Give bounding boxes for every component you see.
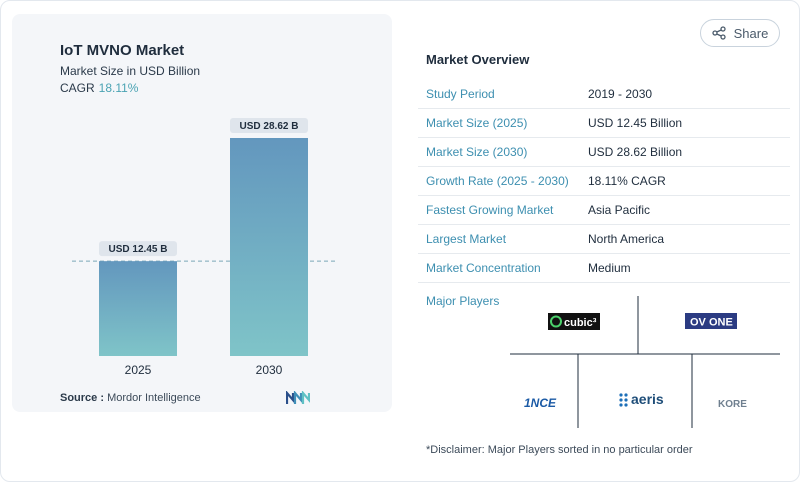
overview-value: USD 12.45 Billion — [588, 116, 683, 130]
overview-row: Study Period 2019 - 2030 — [418, 80, 790, 109]
bar-2025 — [99, 261, 177, 356]
share-label: Share — [733, 25, 769, 41]
data-label: USD 28.62 B — [240, 121, 299, 132]
share-icon — [711, 26, 726, 40]
data-label-bg — [99, 241, 177, 257]
chart-card — [12, 14, 392, 412]
x-tick-label: 2030 — [256, 363, 283, 377]
overview-value: 18.11% CAGR — [588, 174, 666, 188]
overview-row: Market Size (2030) USD 28.62 Billion — [418, 138, 790, 167]
overview-table: Study Period 2019 - 2030 Market Size (2025… — [418, 80, 790, 283]
aeris-logo: aeris — [619, 391, 664, 407]
cubic-logo-text: cubic³ — [564, 317, 597, 329]
overview-key: Market Size (2030) — [426, 145, 528, 159]
overview-key: Largest Market — [426, 232, 507, 246]
cagr-label: CAGR — [60, 81, 95, 95]
major-players-grid: cubic³ OV ONE 1NCE aeris KORE — [510, 296, 780, 428]
kore-logo-text: KORE — [718, 399, 747, 410]
overview-title: Market Overview — [426, 52, 530, 67]
data-label: USD 12.45 B — [109, 244, 168, 255]
cubic-logo: cubic³ — [548, 313, 600, 330]
overview-row: Market Concentration Medium — [418, 254, 790, 283]
overview-row: Largest Market North America — [418, 225, 790, 254]
ovone-logo-text: OV ONE — [690, 317, 733, 329]
overview-row: Growth Rate (2025 - 2030) 18.11% CAGR — [418, 167, 790, 196]
overview-key: Fastest Growing Market — [426, 203, 554, 217]
x-tick-label: 2025 — [125, 363, 152, 377]
chart-title: IoT MVNO Market — [60, 42, 185, 59]
overview-key: Growth Rate (2025 - 2030) — [426, 174, 569, 188]
kore-logo: KORE — [718, 399, 747, 410]
overview-row: Market Size (2025) USD 12.45 Billion — [418, 109, 790, 138]
cagr-line: CAGR 18.11% — [60, 81, 138, 95]
major-players-label: Major Players — [426, 294, 500, 308]
overview-value: North America — [588, 232, 665, 246]
source-line: Source : Mordor Intelligence — [60, 392, 201, 404]
ovone-logo: OV ONE — [685, 313, 737, 329]
bar-chart: USD 12.45 B 2025 USD 28.62 B 2030 — [72, 118, 336, 377]
1nce-logo-text: 1NCE — [524, 396, 557, 410]
1nce-logo: 1NCE — [524, 396, 557, 410]
source-value: Mordor Intelligence — [107, 392, 201, 404]
data-label-bg — [230, 118, 308, 133]
overview-value: 2019 - 2030 — [588, 87, 653, 101]
aeris-logo-text: aeris — [631, 391, 664, 407]
overview-key: Market Concentration — [426, 261, 541, 275]
chart-subtitle: Market Size in USD Billion — [60, 64, 201, 78]
cagr-value: 18.11% — [98, 81, 139, 95]
source-label: Source : — [60, 392, 105, 404]
overview-row: Fastest Growing Market Asia Pacific — [418, 196, 790, 225]
overview-value: Medium — [588, 261, 631, 275]
overview-value: Asia Pacific — [588, 203, 651, 217]
overview-key: Market Size (2025) — [426, 116, 528, 130]
mordor-logo-icon — [286, 391, 310, 404]
overview-value: USD 28.62 Billion — [588, 145, 683, 159]
overview-key: Study Period — [426, 87, 495, 101]
share-button[interactable]: Share — [700, 19, 780, 47]
bar-2030 — [230, 138, 308, 356]
disclaimer: *Disclaimer: Major Players sorted in no … — [426, 444, 693, 456]
